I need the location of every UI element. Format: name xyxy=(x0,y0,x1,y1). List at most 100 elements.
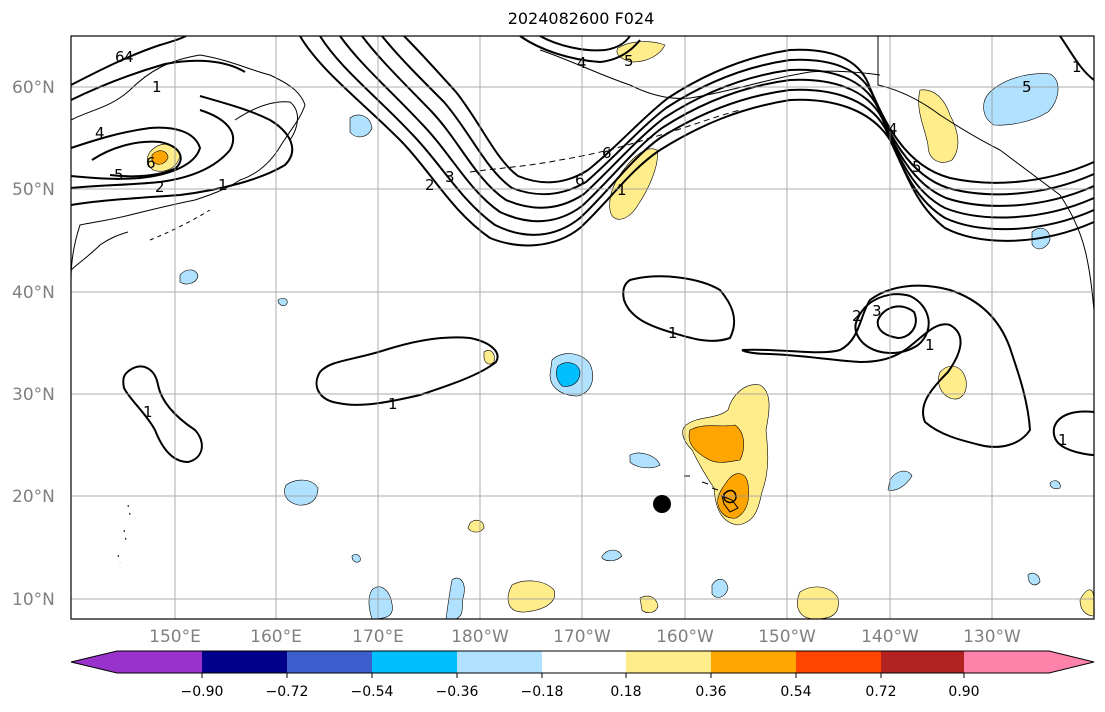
contour-label: 5 xyxy=(114,166,124,184)
contour-label: 1 xyxy=(152,78,162,96)
colorbar-outline xyxy=(70,650,1095,674)
contour-kam-5 xyxy=(91,140,182,178)
contour-30n-1 xyxy=(315,336,499,406)
lon-axis: 150°E 160°E 170°E 180°W 170°W 160°W 150°… xyxy=(149,627,1021,647)
fill-sky-30n xyxy=(556,362,581,387)
coast-aleutian xyxy=(469,109,741,173)
colorbar-segment xyxy=(372,651,457,673)
contour-label: 1 xyxy=(1058,431,1068,449)
fill-yellow-s1 xyxy=(507,580,556,613)
fill-orange-kam xyxy=(151,150,169,165)
contour-label: 4 xyxy=(577,54,587,72)
colorbar-segment xyxy=(964,651,1094,673)
contour-label: 2 xyxy=(425,176,435,194)
contour-label: 6 xyxy=(602,144,612,162)
contour-trough-6 xyxy=(403,35,1095,184)
lon-tick-label: 180°W xyxy=(451,627,509,647)
fill-yellow-s6 xyxy=(483,350,495,365)
coast-japan xyxy=(70,231,129,271)
contour-label: 5 xyxy=(624,52,634,70)
fill-blue-1 xyxy=(284,479,319,506)
contour-label: 3 xyxy=(445,168,455,186)
contour-label: 4 xyxy=(95,124,105,142)
map-title: 2024082600 F024 xyxy=(507,9,655,28)
lon-tick-label: 150°W xyxy=(758,627,816,647)
contour-label: 2 xyxy=(155,178,165,196)
colorbar-segment xyxy=(881,651,964,673)
lon-tick-label: 160°W xyxy=(656,627,714,647)
contour-kam-1 xyxy=(70,95,294,206)
contour-label: 1 xyxy=(1072,58,1082,76)
fill-blue-3 xyxy=(629,452,661,469)
graticule xyxy=(71,36,1094,619)
colorbar-tick-label: 0.90 xyxy=(948,684,979,700)
colorbar-segment xyxy=(626,651,711,673)
contour-label: 1 xyxy=(925,336,935,354)
colorbar-segment xyxy=(711,651,796,673)
fill-blue-6 xyxy=(711,579,729,598)
colorbar-segment xyxy=(202,651,287,673)
colorbar: −0.90 −0.72 −0.54 −0.36 −0.18 0.18 0.36 … xyxy=(70,650,1095,700)
contour-label: 4 xyxy=(124,48,134,66)
contour-se-1 xyxy=(1052,410,1095,456)
contour-wpac-1 xyxy=(122,365,203,464)
lon-tick-label: 140°W xyxy=(861,627,919,647)
contour-label: 5 xyxy=(1022,78,1032,96)
contour-ne-1 xyxy=(1059,35,1095,81)
lat-tick-label: 20°N xyxy=(12,487,55,507)
contour-label: 6 xyxy=(575,171,585,189)
contour-kam-2 xyxy=(70,109,235,189)
fill-blue-5 xyxy=(887,470,913,491)
fill-yellow-s2 xyxy=(797,586,839,620)
colorbar-tick-label: 0.18 xyxy=(610,684,641,700)
colorbar-tick-label: −0.54 xyxy=(351,684,394,700)
contours xyxy=(70,35,1095,504)
contour-label: 3 xyxy=(872,302,882,320)
coast-west-pacific xyxy=(117,504,131,564)
contour-label: 1 xyxy=(218,176,228,194)
contour-e-1 xyxy=(741,284,1032,448)
fill-blue-11 xyxy=(1027,572,1041,586)
contour-label: 2 xyxy=(852,307,862,325)
fill-blue-12 xyxy=(277,298,288,306)
contour-label: 6 xyxy=(115,48,125,66)
contour-bering-4 xyxy=(519,35,641,64)
contour-bering-5 xyxy=(539,35,631,52)
location-marker xyxy=(653,495,671,513)
contour-35n-1 xyxy=(622,275,736,342)
contour-trough-2 xyxy=(319,35,1095,236)
lat-axis: 10°N 20°N 30°N 40°N 50°N 60°N xyxy=(12,78,55,610)
contour-kam-6 xyxy=(70,35,187,86)
fill-blue-14 xyxy=(1049,480,1061,490)
contour-kam-7 xyxy=(70,59,246,101)
colorbar-tick-label: −0.72 xyxy=(266,684,309,700)
lon-tick-label: 130°W xyxy=(963,627,1021,647)
fill-blue-8 xyxy=(368,586,393,620)
fill-yellow-ne xyxy=(918,89,959,163)
colorbar-tick-label: −0.90 xyxy=(181,684,224,700)
contour-loop-3 xyxy=(876,305,917,340)
contour-labels: 1 1 1 1 1 2 3 1 1 2 3 4 5 6 4 5 6 1 2 4 … xyxy=(95,48,1082,449)
contour-trough-5 xyxy=(381,35,1095,196)
colorbar-tick-label: −0.18 xyxy=(521,684,564,700)
contour-label: 1 xyxy=(668,324,678,342)
lon-tick-label: 170°W xyxy=(553,627,611,647)
contour-hawaii-1 xyxy=(723,489,737,504)
colorbar-tick-label: 0.72 xyxy=(865,684,896,700)
coast-hawaii xyxy=(684,475,739,513)
lat-tick-label: 60°N xyxy=(12,78,55,98)
contour-trough-1 xyxy=(299,35,1095,247)
lon-tick-label: 170°E xyxy=(352,627,404,647)
colorbar-segment xyxy=(287,651,372,673)
contour-label: 1 xyxy=(388,395,398,413)
colorbar-segment xyxy=(796,651,881,673)
colorbar-ticks xyxy=(201,673,965,678)
colorbar-segment xyxy=(542,651,626,673)
map-frame xyxy=(70,35,1095,620)
lat-tick-label: 40°N xyxy=(12,283,55,303)
contour-label: 1 xyxy=(143,403,153,421)
lon-tick-label: 150°E xyxy=(149,627,201,647)
coast-na xyxy=(877,36,1095,311)
colorbar-tick-label: −0.36 xyxy=(436,684,479,700)
